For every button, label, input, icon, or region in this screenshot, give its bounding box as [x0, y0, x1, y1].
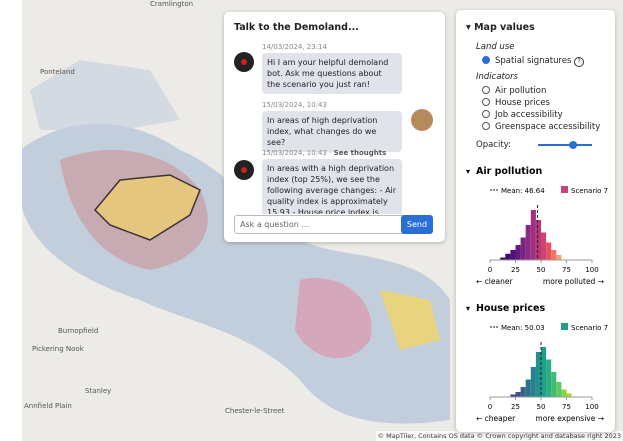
histogram-bar: [556, 382, 562, 397]
histogram-bar: [535, 220, 541, 260]
x-tick-label: 75: [562, 266, 571, 274]
chat-title: Talk to the Demoland...: [234, 22, 359, 33]
see-thoughts[interactable]: See thoughts: [333, 149, 387, 157]
histogram-bar: [520, 387, 526, 397]
message: In areas with a high deprivation index (…: [262, 159, 402, 223]
histograms: Air pollution ▾ Mean: 46.64 Scenario 7 0 25 50…: [466, 166, 608, 423]
x-tick-label: 100: [585, 266, 598, 274]
message-time: 15/03/2024, 10:43: [262, 149, 327, 157]
user-avatar: [411, 109, 433, 131]
mean-label: Mean: 50.03: [501, 324, 545, 332]
chat-input[interactable]: Ask a question ...: [234, 215, 405, 234]
left-label: ← cheaper: [476, 414, 516, 423]
bot-avatar: [234, 52, 254, 72]
scenario-label: Scenario 7: [571, 187, 608, 195]
histogram-bar: [520, 237, 526, 260]
histogram-bar: [535, 352, 541, 397]
histogram-bar: [541, 232, 547, 260]
bot-avatar: [234, 160, 254, 180]
histogram-bar: [515, 392, 521, 397]
help-icon[interactable]: ?: [574, 57, 585, 67]
message: In areas of high deprivation index, what…: [262, 111, 402, 152]
histogram-bar: [530, 210, 536, 260]
x-tick-label: 50: [537, 266, 546, 274]
attribution: © MapTiler, Contains OS data © Crown cop…: [375, 431, 623, 441]
histogram-bar: [561, 389, 567, 397]
place-label: Pickering Nook: [32, 345, 84, 353]
panel-title: Map values: [474, 22, 535, 33]
place-label: Annfield Plain: [24, 402, 72, 410]
histogram-bar: [556, 255, 562, 260]
send-button[interactable]: Send: [401, 215, 433, 234]
x-tick-label: 50: [537, 403, 546, 411]
scenario-swatch: [561, 186, 568, 193]
histogram-bar: [525, 225, 531, 260]
opacity-label: Opacity:: [476, 140, 511, 150]
chat-panel: Talk to the Demoland... 14/03/2024, 23:1…: [224, 12, 445, 242]
opacity-slider[interactable]: [536, 139, 596, 151]
x-tick-label: 0: [488, 403, 492, 411]
left-label: ← cleaner: [476, 277, 513, 286]
right-label: more expensive →: [535, 414, 604, 423]
section-label: Land use: [476, 42, 515, 52]
histogram-bar: [546, 359, 552, 397]
histogram-bar: [530, 367, 536, 397]
histogram-bar: [525, 379, 531, 397]
histogram-title: Air pollution: [476, 166, 543, 177]
histogram-bar: [510, 250, 516, 260]
x-tick-label: 100: [585, 403, 598, 411]
side-panel: ▾ Map values Land use Spatial signatures…: [456, 10, 615, 432]
right-label: more polluted →: [543, 277, 604, 286]
histogram-bar: [551, 250, 557, 260]
collapse-icon: ▾: [466, 304, 470, 313]
place-label: Stanley: [85, 387, 112, 395]
histogram-bar: [510, 394, 516, 397]
scenario-label: Scenario 7: [571, 324, 608, 332]
message-time: 15/03/2024, 10:43: [262, 101, 327, 109]
mean-label: Mean: 46.64: [501, 187, 545, 195]
x-tick-label: 75: [562, 403, 571, 411]
place-label: Ponteland: [40, 68, 75, 76]
histogram-bar: [566, 393, 572, 397]
slider-thumb: [569, 141, 578, 149]
radio-option[interactable]: House prices: [495, 98, 550, 108]
radio-option[interactable]: Air pollution: [495, 86, 547, 96]
histogram-bar: [551, 372, 557, 397]
place-label: Cramlington: [150, 0, 194, 8]
histogram-bar: [500, 257, 506, 260]
x-tick-label: 25: [511, 266, 520, 274]
histogram-bar: [546, 242, 552, 260]
histogram-bar: [541, 347, 547, 397]
message-time: 14/03/2024, 23:14: [262, 43, 327, 51]
histogram-bar: [515, 245, 521, 260]
radio-option[interactable]: Job accessibility: [495, 110, 563, 120]
collapse-icon: ▾: [466, 167, 470, 176]
histogram-bar: [505, 253, 511, 260]
histogram-title: House prices: [476, 303, 545, 314]
section-label: Indicators: [476, 72, 518, 82]
radio-option[interactable]: Greenspace accessibility: [495, 122, 601, 132]
scenario-swatch: [561, 323, 568, 330]
x-tick-label: 25: [511, 403, 520, 411]
x-tick-label: 0: [488, 266, 492, 274]
place-label: Burnopfield: [58, 327, 99, 335]
place-label: Chester-le-Street: [225, 407, 285, 415]
radio-option[interactable]: Spatial signatures: [495, 56, 572, 66]
message: Hi I am your helpful demoland bot. Ask m…: [262, 53, 402, 94]
